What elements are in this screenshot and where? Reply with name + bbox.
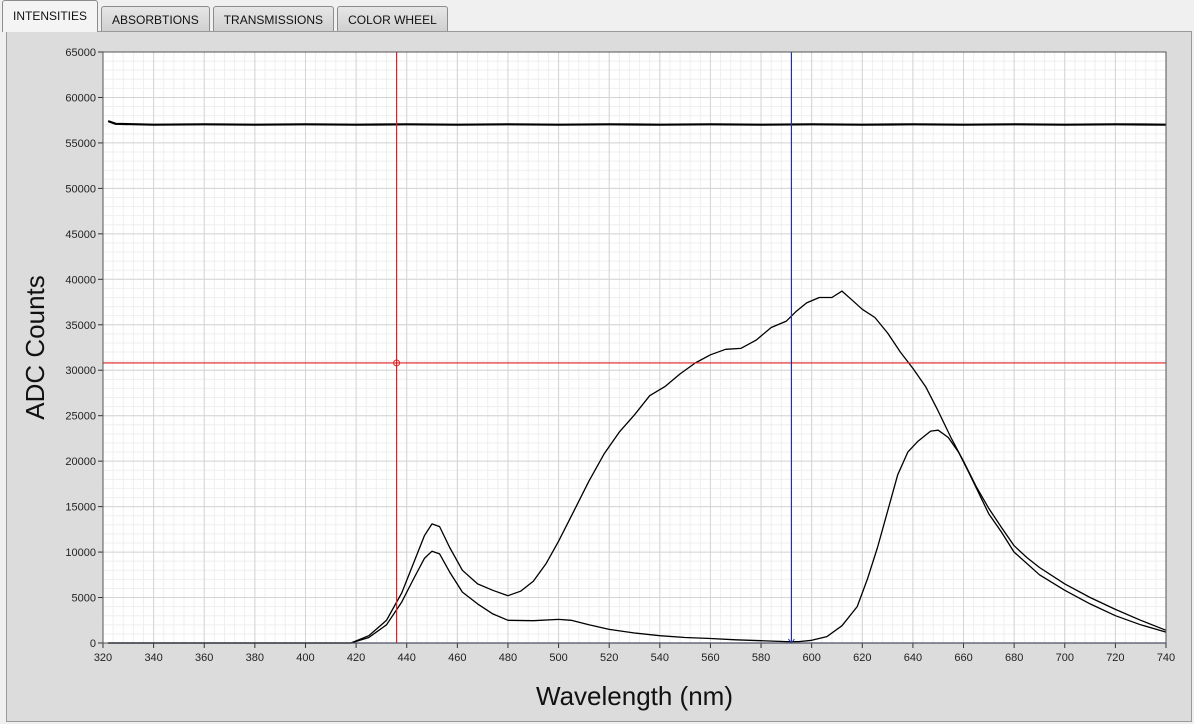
series-line-1: [107, 120, 1167, 126]
x-tick-label: 620: [853, 652, 871, 664]
y-axis-label: ADC Counts: [20, 275, 50, 420]
x-axis-label: Wavelength (nm): [536, 681, 733, 711]
x-tick-label: 520: [600, 652, 618, 664]
plot-area: [103, 52, 1166, 643]
x-tick-label: 740: [1157, 652, 1175, 664]
y-tick-label: 35000: [65, 320, 96, 332]
x-tick-label: 720: [1106, 652, 1124, 664]
x-tick-label: 360: [195, 652, 213, 664]
x-tick-label: 500: [549, 652, 567, 664]
x-tick-label: 400: [296, 652, 314, 664]
x-tick-label: 680: [1005, 652, 1023, 664]
x-tick-label: 580: [752, 652, 770, 664]
y-tick-label: 5000: [72, 593, 96, 605]
series-line-2: [108, 290, 1167, 644]
y-tick-label: 50000: [65, 183, 96, 195]
y-tick-label: 30000: [65, 365, 96, 377]
tab-intensities[interactable]: INTENSITIES: [2, 0, 99, 32]
y-tick-label: 15000: [65, 502, 96, 514]
x-tick-label: 540: [651, 652, 669, 664]
x-tick-label: 340: [144, 652, 162, 664]
y-tick-label: 0: [90, 638, 96, 650]
y-tick-label: 20000: [65, 456, 96, 468]
tab-color-wheel[interactable]: COLOR WHEEL: [337, 6, 448, 32]
y-tick-label: 55000: [65, 138, 96, 150]
x-tick-label: 560: [701, 652, 719, 664]
y-tick-label: 65000: [65, 47, 96, 59]
x-tick-label: 420: [347, 652, 365, 664]
x-tick-label: 440: [398, 652, 416, 664]
x-tick-label: 380: [246, 652, 264, 664]
cursor-1-marker[interactable]: [393, 359, 401, 367]
x-tick-label: 660: [954, 652, 972, 664]
x-tick-label: 640: [904, 652, 922, 664]
y-tick-label: 40000: [65, 274, 96, 286]
x-tick-label: 320: [94, 652, 112, 664]
y-tick-label: 45000: [65, 229, 96, 241]
x-tick-label: 480: [499, 652, 517, 664]
tab-absorbtions[interactable]: ABSORBTIONS: [101, 6, 210, 32]
x-axis-ticks: 320 340 360 380 400 420 440 460 480 500 520 540 560 5…: [94, 643, 1175, 664]
tab-bar: INTENSITIES ABSORBTIONS TRANSMISSIONS CO…: [0, 0, 1194, 32]
tab-transmissions[interactable]: TRANSMISSIONS: [212, 6, 335, 32]
plot-border: [102, 51, 1167, 644]
y-tick-label: 60000: [65, 92, 96, 104]
y-tick-label: 25000: [65, 411, 96, 423]
x-tick-label: 700: [1056, 652, 1074, 664]
y-axis-ticks: 0 5000 10000 15000 20000 25000 30000 35000 40000…: [65, 47, 103, 650]
x-tick-label: 600: [802, 652, 820, 664]
x-tick-label: 460: [448, 652, 466, 664]
y-tick-label: 10000: [65, 547, 96, 559]
